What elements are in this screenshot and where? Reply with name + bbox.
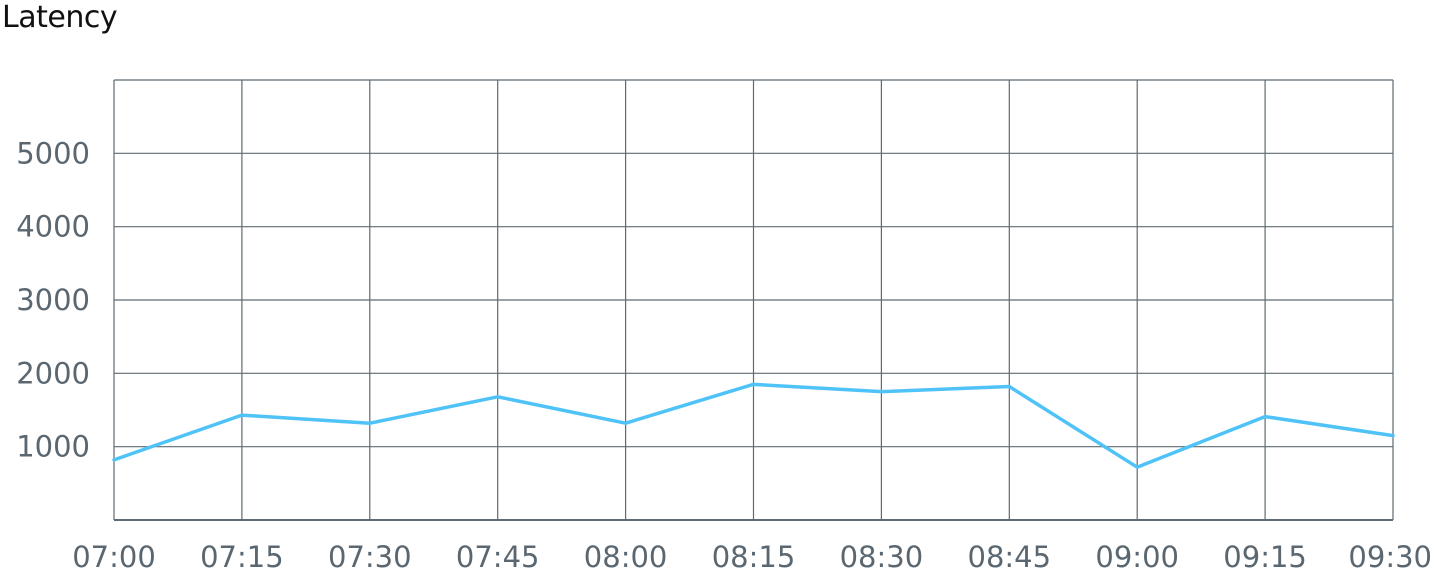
data-point (1135, 465, 1139, 469)
data-point (1391, 434, 1395, 438)
data-point (112, 458, 116, 462)
x-tick-label: 08:30 (840, 540, 924, 574)
y-tick-label: 2000 (16, 356, 90, 390)
y-tick-label: 5000 (16, 136, 90, 170)
x-tick-label: 08:15 (712, 540, 796, 574)
series-layer (112, 382, 1395, 469)
x-tick-label: 07:15 (200, 540, 284, 574)
x-tick-label: 08:45 (968, 540, 1052, 574)
grid-layer (113, 79, 1394, 521)
x-tick-label: 09:15 (1223, 540, 1307, 574)
x-tick-label: 07:00 (72, 540, 156, 574)
y-tick-label: 1000 (16, 430, 90, 464)
data-point (1263, 415, 1267, 419)
x-tick-label: 09:30 (1348, 540, 1432, 574)
data-point (1007, 385, 1011, 389)
data-point (624, 421, 628, 425)
data-point (368, 421, 372, 425)
data-point (240, 413, 244, 417)
data-point (496, 395, 500, 399)
y-tick-label: 4000 (16, 210, 90, 244)
x-tick-label: 07:45 (456, 540, 540, 574)
x-tick-label: 08:00 (584, 540, 668, 574)
x-tick-label: 07:30 (328, 540, 412, 574)
y-tick-label: 3000 (16, 283, 90, 317)
y-axis-ticks: 1000 2000 3000 4000 5000 (16, 136, 90, 463)
x-axis-ticks: 07:00 07:15 07:30 07:45 08:00 08:15 08:30 08:45… (72, 540, 1432, 574)
data-point (879, 390, 883, 394)
data-point (752, 382, 755, 386)
chart-title: Latency (2, 0, 118, 35)
x-tick-label: 09:00 (1095, 540, 1179, 574)
